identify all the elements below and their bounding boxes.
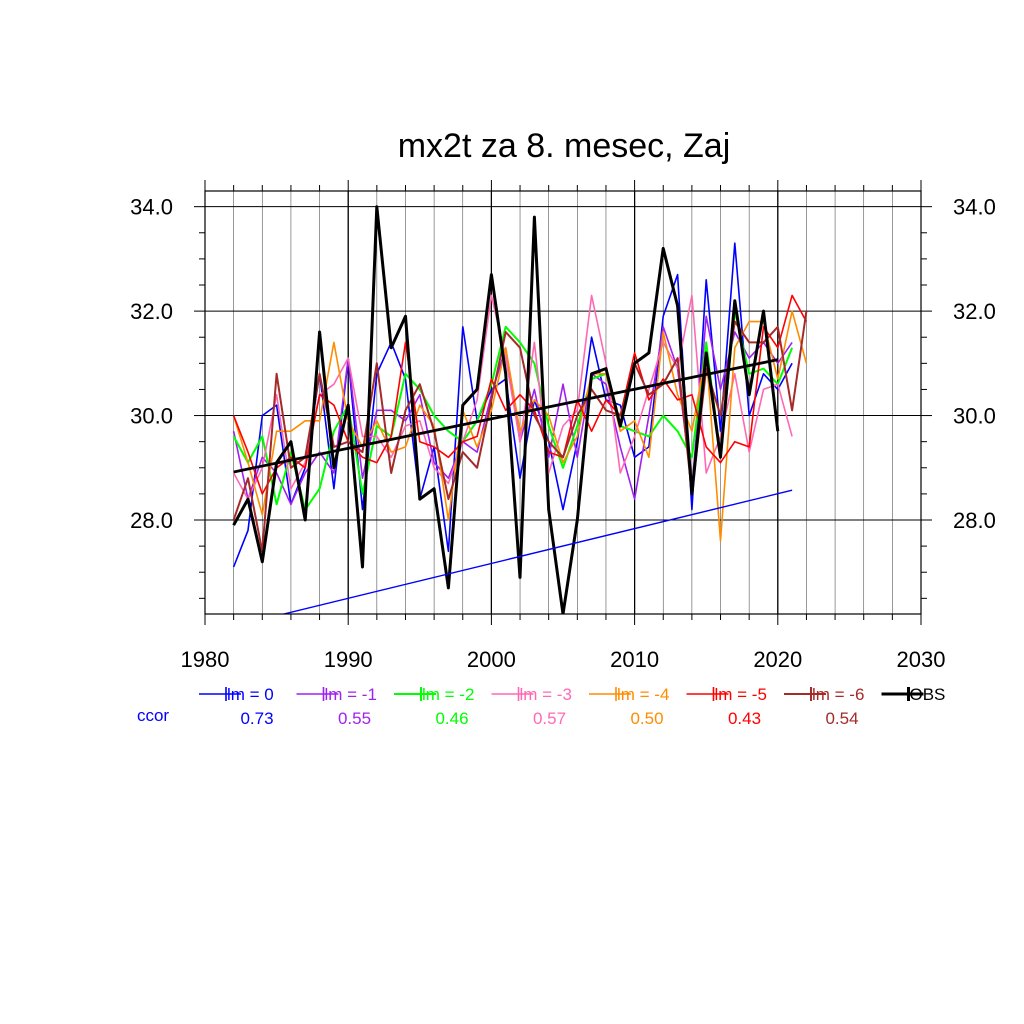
plot-area xyxy=(232,205,808,614)
legend-item: lm = -4 0.50 xyxy=(589,685,669,728)
x-tick-label: 1980 xyxy=(181,647,230,672)
y-tick-label-left: 28.0 xyxy=(130,508,173,533)
ccor-value: 0.50 xyxy=(630,709,663,728)
ccor-value: 0.46 xyxy=(435,709,468,728)
ccor-value: 0.73 xyxy=(240,709,273,728)
ccor-value: 0.55 xyxy=(338,709,371,728)
y-tick-label-right: 34.0 xyxy=(953,195,996,220)
legend-item: OBS xyxy=(881,685,946,704)
legend-label: lm = -5 xyxy=(715,685,767,704)
ccor-value: 0.43 xyxy=(728,709,761,728)
legend-item: lm = -2 0.46 xyxy=(394,685,474,728)
grid xyxy=(205,191,921,614)
trend-line xyxy=(283,489,793,614)
legend: lm = 0 0.73 lm = -1 0.55 lm = -2 0.46 lm = -3 0… xyxy=(199,685,945,728)
series-line-lm-2 xyxy=(232,310,794,511)
legend-label: lm = -4 xyxy=(617,685,669,704)
legend-label: OBS xyxy=(910,685,946,704)
y-tick-label-right: 28.0 xyxy=(953,508,996,533)
x-tick-label: 2000 xyxy=(467,647,516,672)
legend-item: lm = -5 0.43 xyxy=(686,685,767,728)
x-tick-label: 2020 xyxy=(753,647,802,672)
legend-item: lm = 0 0.73 xyxy=(199,685,274,728)
trend-line xyxy=(233,358,779,474)
legend-label: lm = -1 xyxy=(325,685,377,704)
ccor-value: 0.54 xyxy=(825,709,858,728)
axes: 1980 1990 2000 2010 2020 2030 28.0 28.0 30.0 30.0… xyxy=(130,180,996,672)
y-tick-label-left: 32.0 xyxy=(130,299,173,324)
legend-label: lm = -6 xyxy=(812,685,864,704)
ccor-label: ccor xyxy=(137,706,169,725)
legend-label: lm = -2 xyxy=(422,685,474,704)
x-tick-label: 2010 xyxy=(610,647,659,672)
x-tick-label: 2030 xyxy=(897,647,946,672)
series-line-obs xyxy=(232,205,780,614)
plot-frame xyxy=(204,190,922,615)
x-tick-label: 1990 xyxy=(324,647,373,672)
legend-item: lm = -6 0.54 xyxy=(784,685,864,728)
series-line-lm-4 xyxy=(232,310,808,542)
legend-label: lm = -3 xyxy=(520,685,572,704)
legend-item: lm = -1 0.55 xyxy=(296,685,377,728)
y-tick-label-left: 30.0 xyxy=(130,404,173,429)
series-line-lm-5 xyxy=(232,294,808,495)
ccor-value: 0.57 xyxy=(533,709,566,728)
chart-title: mx2t za 8. mesec, Zaj xyxy=(398,127,731,165)
y-tick-label-left: 34.0 xyxy=(130,195,173,220)
y-tick-label-right: 30.0 xyxy=(953,404,996,429)
legend-item: lm = -3 0.57 xyxy=(491,685,572,728)
legend-label: lm = 0 xyxy=(227,685,274,704)
y-tick-label-right: 32.0 xyxy=(953,299,996,324)
